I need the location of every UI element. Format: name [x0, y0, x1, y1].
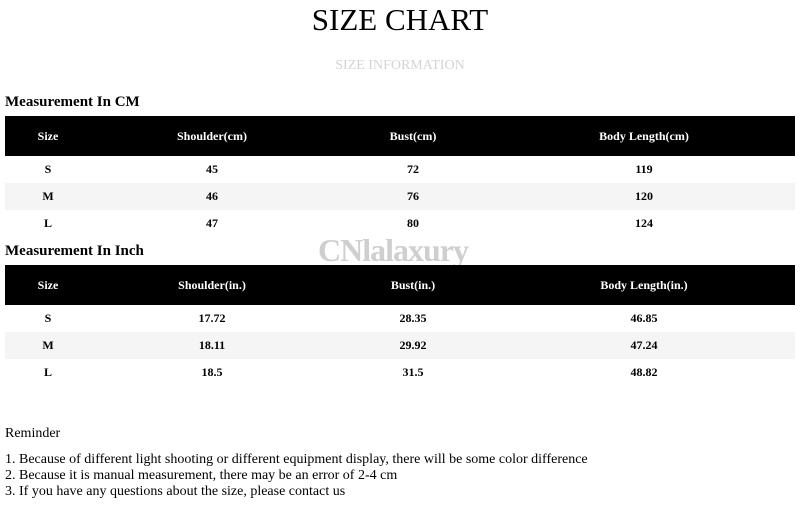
watermark: CNlalaxury: [318, 232, 469, 268]
table-cell: 124: [635, 216, 653, 230]
table-cell: 18.5: [201, 365, 223, 379]
reminder-item: 2. Because it is manual measurement, the…: [5, 468, 398, 483]
inch-heading: Measurement In Inch: [5, 243, 144, 259]
table-cell: 46.85: [630, 311, 658, 325]
table-header: Size Shoulder(in.) Bust(in.) Body Length(in…: [5, 265, 795, 305]
column-header: Bust(cm): [389, 128, 437, 143]
table-cell: 80: [407, 216, 419, 230]
table-cell: 28.35: [399, 311, 427, 325]
table-cell: 47: [206, 216, 218, 230]
table-cell: 17.72: [198, 311, 226, 325]
page-subtitle: SIZE INFORMATION: [335, 58, 465, 73]
table-cell: L: [43, 365, 53, 379]
table-cell: 72: [407, 162, 419, 176]
reminder-item: 1. Because of different light shooting o…: [5, 452, 588, 467]
table-row: M 46 76 120: [5, 183, 795, 210]
table-cell: 46: [206, 189, 218, 203]
inch-table: Size Shoulder(in.) Bust(in.) Body Length(in…: [5, 265, 795, 386]
column-header: Shoulder(in.): [178, 277, 246, 292]
reminder-item: 3. If you have any questions about the s…: [5, 484, 346, 499]
table-cell: S: [44, 311, 52, 325]
table-cell: 119: [635, 162, 653, 176]
column-header: Body Length(in.): [600, 277, 688, 292]
cm-heading: Measurement In CM: [5, 94, 140, 110]
table-row: M 18.11 29.92 47.24: [5, 332, 795, 359]
table-row: L 18.5 31.5 48.82: [5, 359, 795, 386]
column-header: Bust(in.): [390, 277, 436, 292]
column-header: Body Length(cm): [599, 128, 689, 143]
table-cell: L: [43, 216, 53, 230]
cm-table: Size Shoulder(cm) Bust(cm) Body Length(cm) S…: [5, 116, 795, 237]
table-row: S 45 72 119: [5, 156, 795, 183]
table-cell: 76: [407, 189, 419, 203]
table-row: L 47 80 124: [5, 210, 795, 237]
table-cell: 31.5: [402, 365, 424, 379]
table-cell: 48.82: [630, 365, 658, 379]
table-cell: 45: [206, 162, 218, 176]
column-header: Shoulder(cm): [177, 128, 247, 143]
table-cell: 47.24: [630, 338, 658, 352]
table-cell: S: [44, 162, 52, 176]
page-title: SIZE CHART: [311, 2, 489, 37]
column-header: Size: [37, 277, 59, 292]
table-cell: 120: [635, 189, 653, 203]
reminder-heading: Reminder: [5, 426, 61, 441]
table-header: Size Shoulder(cm) Bust(cm) Body Length(cm): [5, 116, 795, 156]
table-cell: 18.11: [198, 338, 226, 352]
table-cell: M: [42, 338, 54, 352]
table-row: S 17.72 28.35 46.85: [5, 305, 795, 332]
column-header: Size: [37, 128, 59, 143]
table-cell: M: [42, 189, 54, 203]
table-cell: 29.92: [399, 338, 427, 352]
